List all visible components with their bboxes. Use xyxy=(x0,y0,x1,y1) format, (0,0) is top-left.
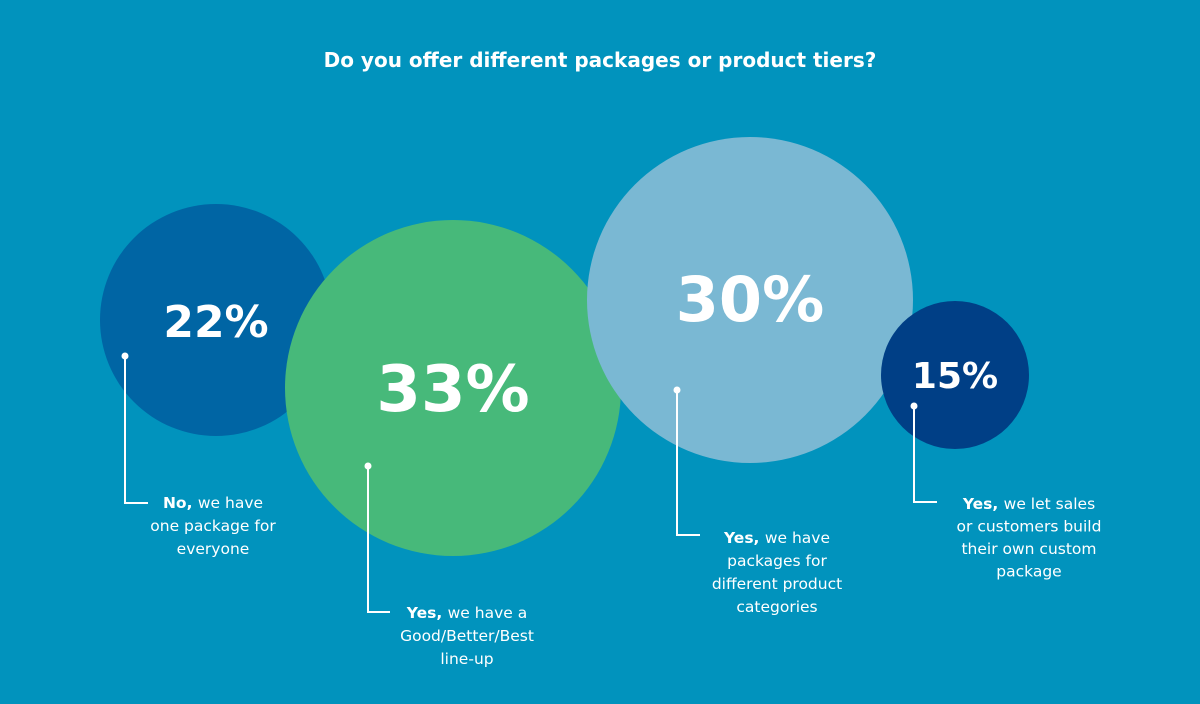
leader-dot xyxy=(910,402,918,410)
leader-line xyxy=(367,466,390,613)
bubble-value-label: 15% xyxy=(912,356,998,397)
bubble-description-line: different product xyxy=(712,575,842,593)
leader-line xyxy=(676,390,700,536)
bubble-value-label: 22% xyxy=(163,297,268,348)
leader-dot xyxy=(121,352,129,360)
bubble-description-line: No, we have xyxy=(163,494,263,512)
chart-title: Do you offer different packages or produ… xyxy=(324,48,877,72)
bubble-15 xyxy=(881,301,1029,449)
bubble-description-line: Yes, we have a xyxy=(406,604,527,622)
leader-line xyxy=(913,406,937,503)
bubble-description-line: Yes, we have xyxy=(723,529,830,547)
bubble-22 xyxy=(100,204,332,436)
bubble-description-line: Good/Better/Best xyxy=(400,627,534,645)
bubble-value-label: 33% xyxy=(376,353,529,427)
bubble-description-line: one package for xyxy=(150,517,276,535)
bubble-value-label: 30% xyxy=(676,263,824,336)
bubble-description-line: categories xyxy=(736,598,817,616)
bubble-description-line: line-up xyxy=(440,650,493,668)
leader-dot xyxy=(673,386,681,394)
leader-line xyxy=(124,356,148,504)
leader-dot xyxy=(364,462,372,470)
bubble-description-line: their own custom xyxy=(961,540,1096,558)
bubble-description-line: packages for xyxy=(727,552,827,570)
bubble-description-line: everyone xyxy=(177,540,250,558)
bubble-description-line: or customers build xyxy=(957,518,1102,536)
bubble-30 xyxy=(587,137,913,463)
bubble-description-line: Yes, we let sales xyxy=(962,495,1095,513)
bubble-description-line: package xyxy=(996,563,1061,581)
